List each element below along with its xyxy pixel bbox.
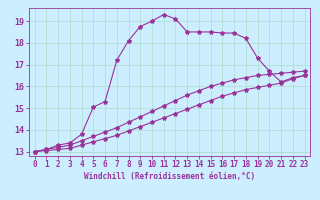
X-axis label: Windchill (Refroidissement éolien,°C): Windchill (Refroidissement éolien,°C)	[84, 172, 255, 181]
